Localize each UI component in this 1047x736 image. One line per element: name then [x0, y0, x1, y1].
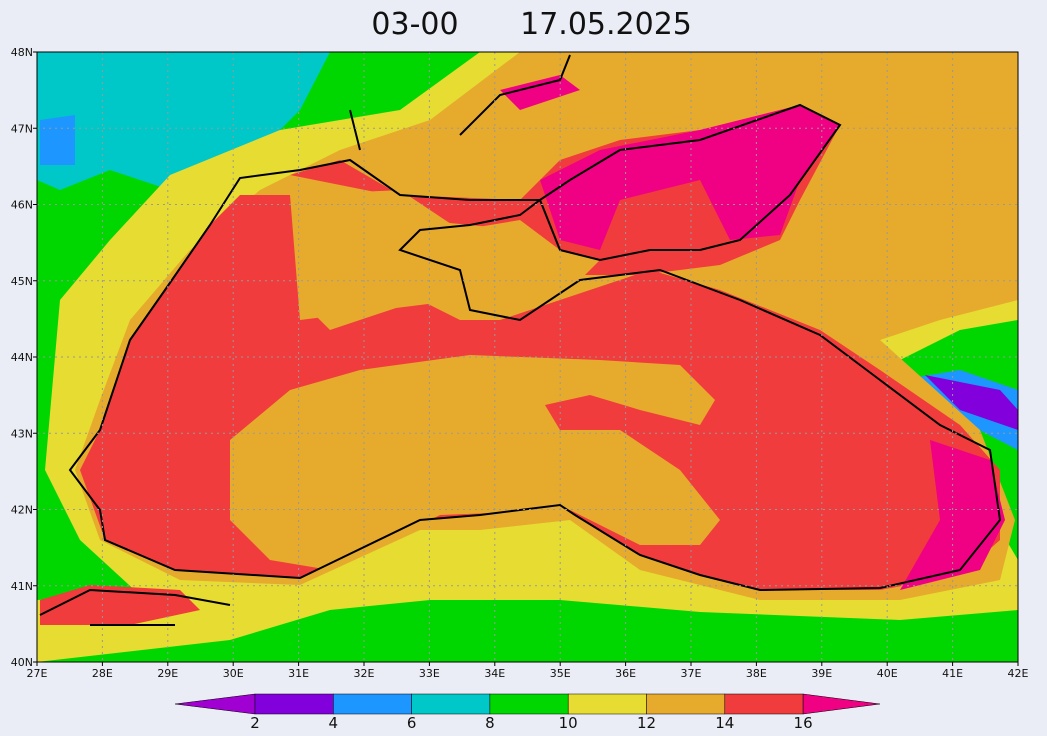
- coastline: [39, 54, 1002, 626]
- lon-label: 31E: [288, 667, 309, 680]
- lon-label: 39E: [811, 667, 832, 680]
- colorbar-label: 16: [794, 714, 813, 732]
- lat-label: 40N: [11, 656, 33, 669]
- lon-label: 42E: [1008, 667, 1029, 680]
- colorbar-box: [724, 693, 804, 715]
- lon-label: 28E: [92, 667, 113, 680]
- lon-label: 38E: [746, 667, 767, 680]
- colorbar: 2 4 6 8 10 12 14 16: [174, 693, 881, 732]
- lon-label: 35E: [550, 667, 571, 680]
- grid: [37, 52, 1018, 662]
- lat-label: 41N: [11, 580, 33, 593]
- lon-label: 40E: [877, 667, 898, 680]
- field-orange-center: [230, 355, 720, 570]
- colorbar-box: [411, 693, 491, 715]
- lon-label: 36E: [615, 667, 636, 680]
- colorbar-box: [646, 693, 726, 715]
- lon-label: 41E: [942, 667, 963, 680]
- field-purple-east: [925, 375, 1018, 430]
- lon-label: 30E: [223, 667, 244, 680]
- colorbar-box: [333, 693, 412, 715]
- lon-label: 34E: [484, 667, 505, 680]
- colorbar-label: 8: [485, 714, 495, 732]
- colorbar-box: [489, 693, 569, 715]
- colorbar-label: 2: [250, 714, 260, 732]
- field-magenta-azov: [540, 105, 840, 250]
- colorbar-box: [567, 693, 647, 715]
- colorbar-label: 10: [559, 714, 578, 732]
- lat-label: 46N: [11, 199, 33, 212]
- colorbar-arrow-high: [802, 693, 881, 715]
- lat-label: 45N: [11, 275, 33, 288]
- lat-label: 47N: [11, 122, 33, 135]
- colorbar-label: 6: [407, 714, 417, 732]
- lon-label: 37E: [681, 667, 702, 680]
- colorbar-arrow-low: [174, 693, 256, 715]
- lat-label: 42N: [11, 504, 33, 517]
- lon-label: 29E: [157, 667, 178, 680]
- colorbar-label: 12: [637, 714, 656, 732]
- field-teal: [37, 52, 330, 190]
- field-orange-crimea: [300, 190, 600, 330]
- lon-label: 33E: [419, 667, 440, 680]
- colorbar-box: [254, 693, 334, 715]
- colorbar-label: 4: [329, 714, 339, 732]
- title-time: 03-00: [371, 7, 458, 42]
- title-date: 17.05.2025: [520, 7, 692, 42]
- lat-label: 48N: [11, 46, 33, 59]
- lon-label: 32E: [354, 667, 375, 680]
- field-blue: [40, 115, 75, 165]
- lat-label: 43N: [11, 427, 33, 440]
- field: [37, 52, 1018, 662]
- colorbar-label: 14: [715, 714, 734, 732]
- lat-label: 44N: [11, 351, 33, 364]
- lon-label: 27E: [27, 667, 48, 680]
